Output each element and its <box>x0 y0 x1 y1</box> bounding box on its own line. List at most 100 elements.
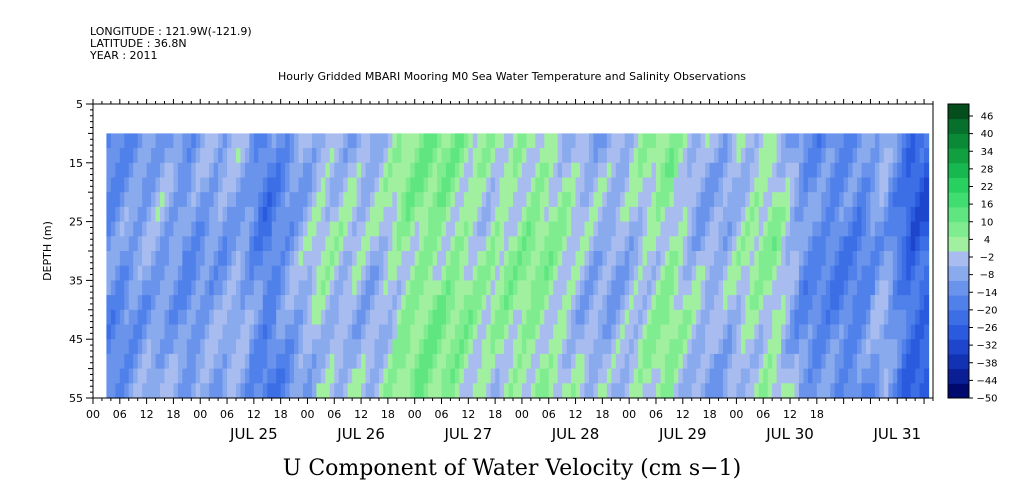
heatmap-cell <box>106 236 112 252</box>
heatmap-cell <box>790 368 796 384</box>
heatmap-cell <box>481 162 487 179</box>
heatmap-cell <box>794 353 800 370</box>
heatmap-cell <box>910 309 916 326</box>
heatmap-cell <box>731 309 738 326</box>
heatmap-cell <box>177 177 183 193</box>
heatmap-cell <box>124 265 130 281</box>
heatmap-cell <box>584 162 590 179</box>
heatmap-cell <box>164 339 170 355</box>
heatmap-cell <box>562 295 568 311</box>
heatmap-cell <box>593 192 599 208</box>
heatmap-cell <box>352 280 358 296</box>
heatmap-cell <box>736 265 742 281</box>
heatmap-cell <box>593 221 599 237</box>
heatmap-cell <box>562 148 568 164</box>
heatmap-cell <box>785 353 791 370</box>
heatmap-cell <box>696 251 702 267</box>
heatmap-cell <box>874 353 880 370</box>
heatmap-cell <box>548 368 554 384</box>
heatmap-cell <box>280 192 286 208</box>
heatmap-cell <box>356 265 362 281</box>
heatmap-cell <box>821 221 827 237</box>
heatmap-cell <box>343 324 349 340</box>
heatmap-cell <box>423 206 429 223</box>
heatmap-cell <box>709 295 715 311</box>
heatmap-cell <box>709 162 715 179</box>
heatmap-cell <box>316 368 322 384</box>
heatmap-cell <box>521 353 528 370</box>
heatmap-cell <box>633 192 639 208</box>
heatmap-cell <box>544 309 550 326</box>
heatmap-cell <box>883 206 889 223</box>
heatmap-cell <box>807 324 813 340</box>
heatmap-cell <box>347 251 353 267</box>
heatmap-cell <box>874 309 880 326</box>
heatmap-cell <box>727 324 733 340</box>
heatmap-cell <box>727 148 733 164</box>
x-hour-label: 12 <box>354 408 368 421</box>
heatmap-cell <box>682 339 688 355</box>
heatmap-cell <box>325 339 331 355</box>
heatmap-cell <box>785 148 791 164</box>
heatmap-cell <box>271 133 277 149</box>
heatmap-cell <box>325 309 331 326</box>
heatmap-cell <box>705 192 711 208</box>
heatmap-cell <box>387 236 393 252</box>
heatmap-cell <box>356 339 362 355</box>
heatmap-cell <box>736 206 742 223</box>
heatmap-cell <box>477 383 483 399</box>
heatmap-cell <box>428 324 434 340</box>
heatmap-cell <box>861 206 867 223</box>
heatmap-cell <box>870 309 876 326</box>
heatmap-cell <box>803 353 809 370</box>
heatmap-cell <box>392 383 398 399</box>
heatmap-cell <box>767 251 773 267</box>
heatmap-cell <box>557 221 563 237</box>
heatmap-cell <box>481 324 487 340</box>
heatmap-cell <box>445 162 452 179</box>
heatmap-cell <box>137 221 143 237</box>
heatmap-cell <box>258 324 264 340</box>
heatmap-cell <box>821 383 827 399</box>
heatmap-cell <box>477 148 483 164</box>
heatmap-cell <box>839 295 845 311</box>
heatmap-cell <box>450 236 456 252</box>
heatmap-cell <box>539 368 545 384</box>
heatmap-cell <box>714 221 720 237</box>
heatmap-cell <box>235 368 242 384</box>
heatmap-cell <box>191 177 197 193</box>
heatmap-cell <box>191 148 197 164</box>
heatmap-cell <box>669 206 675 223</box>
heatmap-cell <box>356 133 362 149</box>
heatmap-cell <box>651 280 657 296</box>
heatmap-cell <box>276 339 282 355</box>
heatmap-cell <box>119 309 125 326</box>
heatmap-cell <box>151 309 157 326</box>
heatmap-cell <box>575 206 581 223</box>
heatmap-cell <box>816 309 822 326</box>
heatmap-cell <box>763 251 769 267</box>
heatmap-cell <box>450 309 456 326</box>
heatmap-cell <box>155 339 161 355</box>
heatmap-cell <box>128 133 134 149</box>
heatmap-cell <box>227 133 233 149</box>
heatmap-cell <box>280 177 286 193</box>
heatmap-cell <box>168 295 175 311</box>
heatmap-cell <box>816 192 822 208</box>
heatmap-cell <box>405 368 411 384</box>
heatmap-cell <box>499 206 505 223</box>
heatmap-cell <box>267 177 273 193</box>
heatmap-cell <box>517 324 523 340</box>
heatmap-cell <box>495 221 501 237</box>
heatmap-cell <box>785 368 791 384</box>
heatmap-cell <box>508 383 514 399</box>
heatmap-cell <box>669 353 675 370</box>
heatmap-cell <box>204 324 210 340</box>
heatmap-cell <box>432 339 438 355</box>
heatmap-cell <box>119 177 125 193</box>
heatmap-cell <box>687 221 693 237</box>
heatmap-cell <box>642 192 648 208</box>
heatmap-cell <box>222 339 228 355</box>
heatmap-cell <box>696 339 702 355</box>
